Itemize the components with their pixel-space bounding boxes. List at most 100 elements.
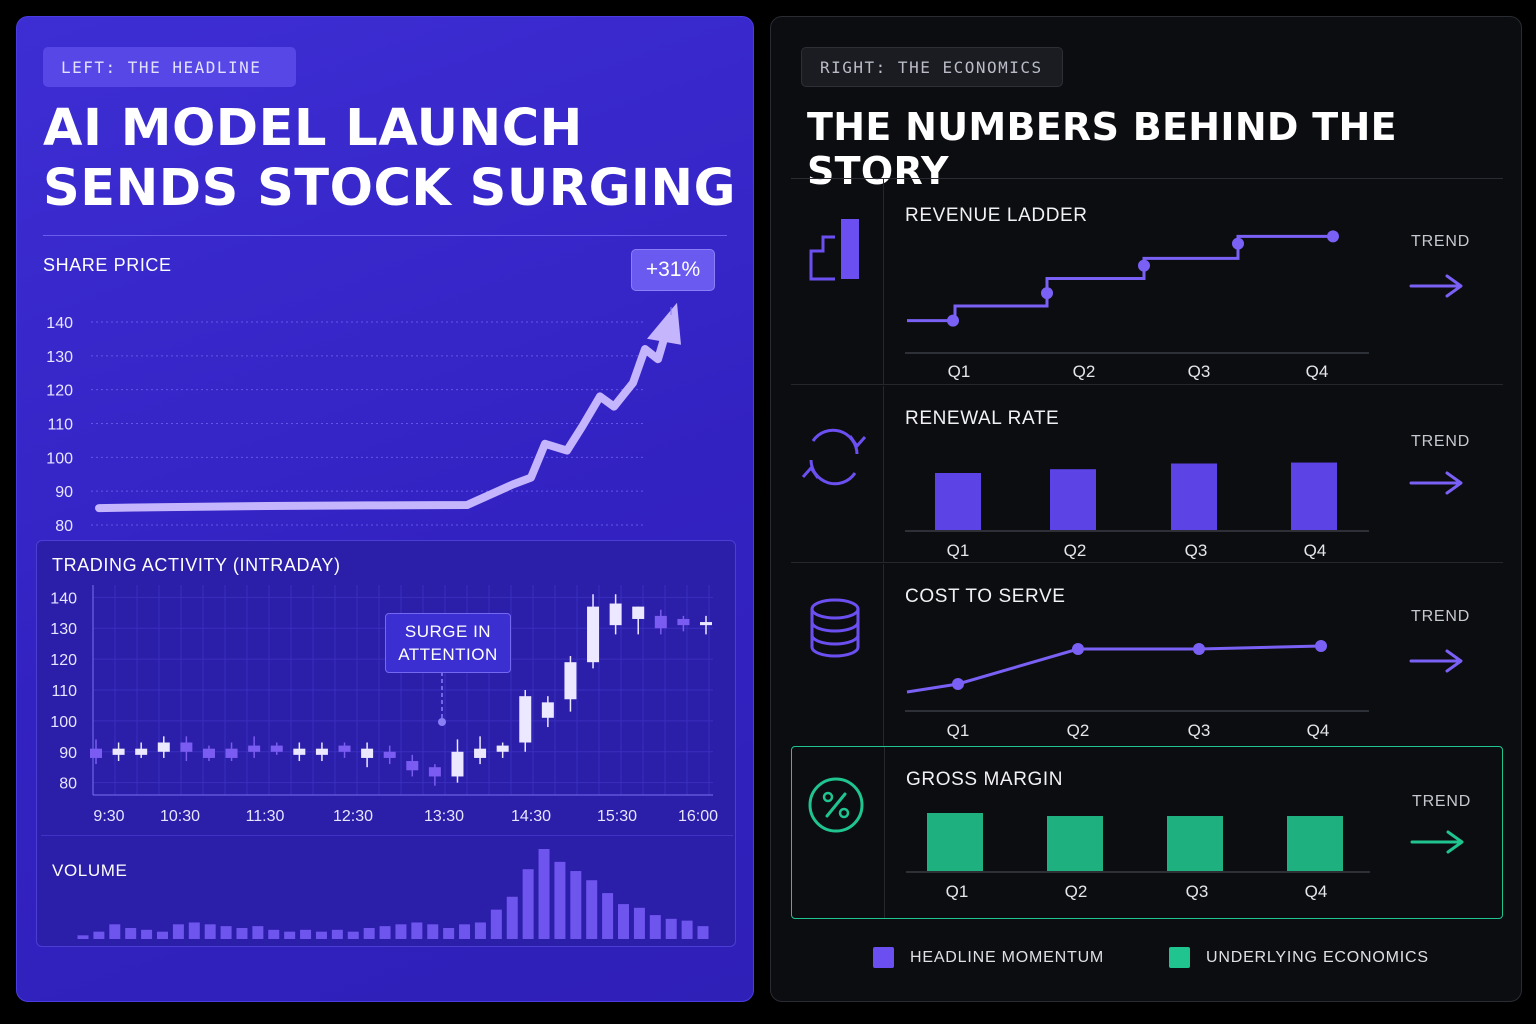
volume-bar — [554, 861, 566, 939]
volume-bar — [506, 896, 518, 939]
volume-bar — [395, 924, 407, 939]
data-point — [1193, 643, 1205, 655]
y-tick-label: 100 — [46, 450, 73, 467]
trend-arrow-icon — [1409, 649, 1463, 673]
trend-label: TREND — [1412, 793, 1472, 810]
y-tick-label: 90 — [59, 745, 77, 762]
icon-cell — [792, 747, 885, 918]
database-icon — [810, 598, 860, 658]
candle-body — [270, 745, 283, 752]
renewal-rate-row: RENEWAL RATE Q1 Q2 Q3 Q4 TREND — [791, 386, 1503, 563]
x-tick-label: Q3 — [1186, 882, 1209, 901]
revenue-step-line — [907, 234, 1333, 323]
candle-body — [202, 748, 215, 758]
volume-divider — [41, 835, 733, 836]
volume-bar — [379, 926, 391, 939]
y-tick-label: 130 — [50, 621, 77, 638]
candle-body — [383, 751, 396, 758]
arrowhead-icon — [647, 302, 681, 345]
volume-bar — [156, 931, 168, 939]
x-tick-label: Q2 — [1064, 541, 1087, 560]
share-price-chart: 140 130 120 110 100 90 80 — [46, 302, 681, 535]
volume-bar — [649, 915, 661, 939]
volume-bar — [490, 909, 502, 939]
volume-bar — [347, 931, 359, 939]
data-point — [952, 678, 964, 690]
candle-body — [700, 622, 712, 626]
x-tick-label: 12:30 — [333, 808, 373, 825]
volume-bar — [109, 924, 121, 939]
x-tick-label: Q4 — [1305, 882, 1328, 901]
volume-bar — [300, 929, 312, 939]
y-tick-label: 110 — [47, 417, 73, 434]
price-line — [95, 324, 671, 513]
candle-body — [541, 702, 554, 718]
x-tick-label: 15:30 — [597, 808, 637, 825]
y-tick-label: 80 — [59, 776, 77, 793]
renewal-bar — [1291, 462, 1337, 530]
candle-body — [225, 748, 238, 758]
volume-bar — [474, 922, 486, 939]
panel-tag: RIGHT: THE ECONOMICS — [801, 47, 1063, 87]
candle-body — [90, 748, 102, 758]
trading-activity-box: TRADING ACTIVITY (INTRADAY) 140 130 120 110… — [36, 540, 736, 947]
surge-line-2: ATTENTION — [398, 645, 498, 664]
candle-body — [564, 662, 577, 700]
surge-dot — [438, 718, 446, 726]
x-tick-label: Q1 — [948, 362, 971, 381]
legend-item-economics: UNDERLYING ECONOMICS — [1169, 947, 1429, 968]
candle-body — [654, 615, 667, 629]
legend-label: UNDERLYING ECONOMICS — [1206, 948, 1429, 966]
x-tick-label: Q4 — [1306, 362, 1329, 381]
volume-bar — [633, 907, 645, 939]
y-tick-label: 100 — [50, 714, 77, 731]
x-tick-label: Q3 — [1188, 721, 1211, 740]
divider — [43, 235, 727, 236]
surge-annotation: SURGE IN ATTENTION — [385, 613, 511, 673]
candle-body — [315, 748, 328, 755]
x-tick-label: Q1 — [946, 882, 969, 901]
renewal-bar — [1050, 469, 1096, 530]
x-tick-label: Q3 — [1185, 541, 1208, 560]
refresh-cycle-icon — [801, 428, 867, 486]
renewal-rate-chart: Q1 Q2 Q3 Q4 — [905, 462, 1369, 560]
volume-bar — [315, 931, 327, 939]
trend-arrow-icon — [1410, 830, 1464, 854]
volume-bar — [268, 929, 280, 939]
volume-bar — [602, 893, 614, 939]
revenue-ladder-chart: Q1 Q2 Q3 Q4 — [905, 230, 1369, 381]
headline-panel: LEFT: THE HEADLINE AI MODEL LAUNCH SENDS… — [16, 16, 754, 1002]
row-label: COST TO SERVE — [905, 586, 1066, 607]
volume-bar — [236, 927, 248, 939]
icon-cell — [791, 564, 884, 746]
x-tick-label: Q4 — [1304, 541, 1327, 560]
x-tick-label: Q4 — [1307, 721, 1330, 740]
y-tick-label: 120 — [50, 652, 77, 669]
volume-bar — [204, 924, 216, 939]
candle-body — [609, 603, 622, 626]
renewal-bar — [1171, 463, 1217, 530]
volume-bar — [172, 924, 184, 939]
y-tick-label: 80 — [55, 518, 73, 535]
icon-cell — [791, 386, 884, 562]
margin-bar — [1047, 816, 1103, 871]
y-tick-label: 140 — [46, 315, 73, 332]
volume-bar — [141, 929, 153, 939]
panel-tag: LEFT: THE HEADLINE — [43, 47, 296, 87]
volume-bar — [697, 926, 709, 939]
x-tick-label: 14:30 — [511, 808, 551, 825]
data-point — [1315, 640, 1327, 652]
economics-title: THE NUMBERS BEHIND THE STORY — [807, 105, 1397, 193]
candle-body — [180, 742, 193, 752]
y-tick-label: 110 — [51, 683, 77, 700]
table-top-rule — [791, 178, 1503, 179]
volume-bar — [331, 929, 343, 939]
x-tick-label: 16:00 — [678, 808, 718, 825]
candle-body — [496, 745, 509, 752]
volume-bar — [252, 926, 264, 939]
volume-bar — [618, 904, 630, 939]
volume-bar — [427, 924, 439, 939]
trend-arrow-icon — [1409, 274, 1463, 298]
gain-badge: +31% — [631, 249, 715, 291]
y-tick-label: 120 — [46, 383, 73, 400]
